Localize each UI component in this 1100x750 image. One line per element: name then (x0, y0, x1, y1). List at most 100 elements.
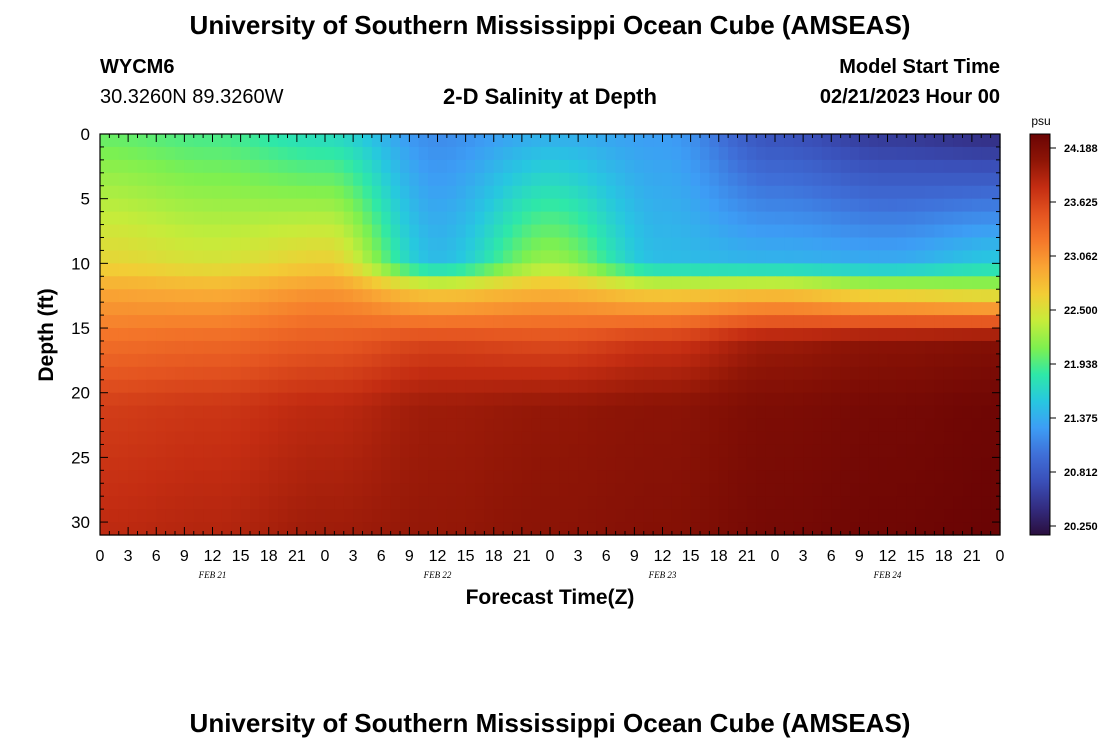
heatmap-cell (793, 392, 804, 407)
heatmap-cell (953, 276, 964, 290)
heatmap-cell (278, 457, 289, 471)
heatmap-cell (559, 211, 570, 226)
heatmap-cell (250, 496, 260, 510)
heatmap-cell (915, 405, 926, 420)
heatmap-cell (400, 366, 410, 381)
heatmap-cell (146, 405, 157, 420)
heatmap-cell (709, 237, 720, 252)
heatmap-cell (812, 444, 823, 458)
heatmap-cell (306, 470, 317, 484)
heatmap-cell (596, 134, 607, 148)
heatmap-cell (662, 211, 673, 226)
heatmap-cell (915, 431, 926, 446)
heatmap-cell (915, 353, 926, 368)
heatmap-cell (306, 379, 317, 394)
heatmap-cell (446, 276, 457, 290)
heatmap-cell (615, 237, 626, 252)
heatmap-cell (718, 172, 729, 187)
heatmap-cell (578, 392, 589, 407)
heatmap-cell (409, 211, 420, 226)
heatmap-cell (315, 483, 326, 497)
heatmap-cell (662, 302, 673, 316)
heatmap-cell (362, 392, 373, 407)
heatmap-cell (896, 496, 907, 510)
heatmap-cell (334, 496, 345, 510)
heatmap-cell (512, 289, 523, 303)
heatmap-cell (896, 134, 907, 148)
heatmap-cell (400, 328, 410, 342)
heatmap-cell (690, 237, 701, 252)
heatmap-cell (259, 134, 270, 148)
heatmap-cell (775, 366, 785, 381)
heatmap-cell (146, 276, 157, 290)
heatmap-cell (662, 263, 673, 277)
heatmap-cell (887, 353, 898, 368)
heatmap-cell (709, 146, 720, 161)
heatmap-cell (250, 302, 260, 316)
heatmap-cell (268, 315, 279, 329)
heatmap-cell (381, 392, 392, 407)
heatmap-cell (296, 302, 307, 316)
heatmap-cell (971, 146, 982, 161)
x-tick-label: 15 (907, 548, 925, 565)
heatmap-cell (625, 418, 635, 433)
heatmap-cell (156, 134, 167, 148)
heatmap-cell (634, 263, 645, 277)
heatmap-cell (878, 457, 889, 471)
heatmap-cell (775, 379, 785, 394)
heatmap-cell (559, 470, 570, 484)
heatmap-cell (971, 405, 982, 420)
heatmap-cell (671, 237, 682, 252)
heatmap-cell (943, 496, 954, 510)
heatmap-cell (484, 276, 495, 290)
heatmap-cell (184, 146, 195, 161)
heatmap-cell (296, 146, 307, 161)
heatmap-cell (690, 431, 701, 446)
heatmap-cell (625, 457, 635, 471)
heatmap-cell (296, 379, 307, 394)
heatmap-cell (287, 496, 298, 510)
colorbar-tick-label: 23.625 (1064, 197, 1098, 209)
heatmap-cell (559, 496, 570, 510)
heatmap-cell (475, 302, 485, 316)
heatmap-cell (381, 353, 392, 368)
heatmap-cell (540, 366, 551, 381)
heatmap-cell (512, 250, 523, 264)
heatmap-cell (859, 250, 870, 264)
heatmap-cell (784, 431, 795, 446)
heatmap-cell (615, 366, 626, 381)
model-start-label: Model Start Time (839, 56, 1000, 78)
heatmap-cell (221, 483, 232, 497)
heatmap-cell (606, 405, 617, 420)
heatmap-cell (718, 392, 729, 407)
heatmap-cell (625, 263, 635, 277)
heatmap-cell (156, 237, 167, 252)
heatmap-cell (512, 224, 523, 239)
heatmap-cell (343, 496, 354, 510)
heatmap-cell (671, 470, 682, 484)
heatmap-cell (175, 444, 185, 458)
heatmap-cell (653, 146, 664, 161)
heatmap-cell (568, 185, 579, 200)
heatmap-cell (362, 340, 373, 355)
heatmap-cell (296, 509, 307, 523)
heatmap-cell (606, 418, 617, 433)
heatmap-cell (409, 134, 420, 148)
heatmap-cell (981, 379, 992, 394)
heatmap-cell (521, 379, 532, 394)
heatmap-cell (390, 444, 401, 458)
heatmap-cell (512, 366, 523, 381)
heatmap-cell (437, 185, 448, 200)
heatmap-cell (559, 185, 570, 200)
heatmap-cell (690, 185, 701, 200)
heatmap-cell (268, 366, 279, 381)
heatmap-cell (775, 392, 785, 407)
heatmap-cell (962, 263, 973, 277)
heatmap-cell (259, 353, 270, 368)
heatmap-cell (221, 522, 232, 536)
heatmap-cell (765, 509, 776, 523)
heatmap-cell (765, 328, 776, 342)
heatmap-cell (400, 431, 410, 446)
heatmap-cell (203, 198, 214, 213)
heatmap-cell (831, 496, 842, 510)
